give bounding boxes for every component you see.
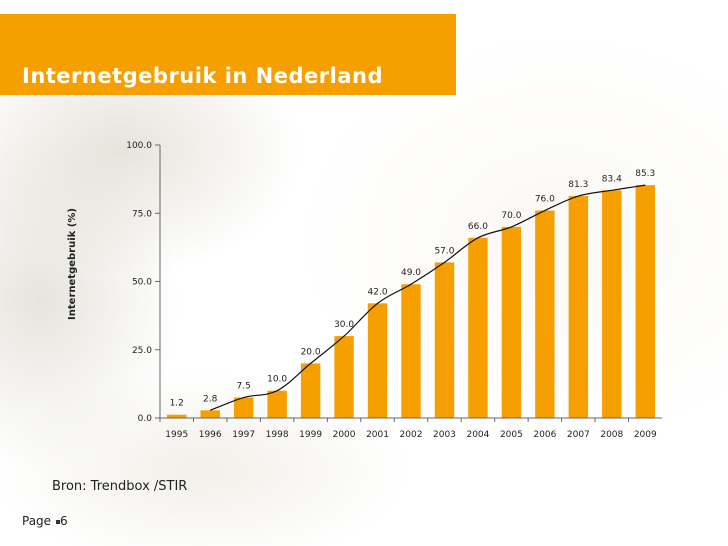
bars: [167, 185, 655, 418]
x-tick-label: 1995: [165, 430, 188, 440]
y-tick-label: 0.0: [138, 414, 153, 424]
x-tick-label: 2000: [333, 430, 356, 440]
bar: [468, 237, 488, 418]
data-label: 70.0: [501, 211, 521, 221]
data-labels: 1.2 2.8 7.5 10.0 20.0 30.0 42.0 49.0 57.0 66.0 70.…: [170, 169, 656, 409]
data-label: 85.3: [635, 169, 655, 179]
bar: [635, 185, 655, 418]
page-label: Page: [22, 514, 52, 528]
page-bullet: [56, 520, 60, 524]
data-label: 83.4: [602, 174, 622, 184]
bar: [568, 196, 589, 418]
data-label: 76.0: [535, 195, 555, 205]
x-tick-label: 1999: [299, 430, 322, 440]
bar: [200, 410, 220, 418]
x-tick-label: 2004: [466, 430, 489, 440]
bar: [233, 397, 254, 418]
data-label: 2.8: [203, 394, 218, 404]
x-tick-label: 2007: [567, 430, 590, 440]
y-tick-label: 50.0: [132, 278, 152, 288]
data-label: 1.2: [170, 399, 184, 409]
y-axis: 0.0 25.0 50.0 75.0 100.0: [126, 141, 161, 424]
title-banner-edge: [456, 14, 457, 95]
bar: [434, 262, 455, 418]
x-tick-label: 1997: [232, 430, 255, 440]
data-label: 81.3: [568, 180, 588, 190]
data-label: 20.0: [301, 347, 321, 357]
x-tick-label: 2002: [400, 430, 423, 440]
title-banner: [0, 14, 456, 95]
data-label: 10.0: [267, 375, 287, 385]
bar: [401, 284, 421, 418]
bar: [167, 414, 187, 418]
trend-line: [209, 184, 646, 411]
x-tick-label: 2005: [500, 430, 523, 440]
x-axis: 1995 1996 1997 1998 1999 2000 2001 2002 2003 2004…: [159, 417, 662, 440]
bar: [300, 363, 321, 418]
x-tick-label: 2008: [600, 430, 623, 440]
bar: [501, 226, 522, 418]
x-tick-label: 1996: [199, 430, 222, 440]
x-tick-label: 1998: [266, 430, 289, 440]
bar: [602, 190, 622, 418]
x-tick-label: 2003: [433, 430, 456, 440]
y-axis-label: Internetgebruik (%): [67, 208, 78, 320]
bar: [267, 390, 287, 418]
data-label: 66.0: [468, 222, 488, 232]
source-note: Bron: Trendbox /STIR: [52, 479, 188, 494]
data-label: 42.0: [368, 287, 388, 297]
data-label: 30.0: [334, 320, 354, 330]
x-tick-label: 2006: [533, 430, 556, 440]
bar: [535, 210, 555, 418]
data-label: 49.0: [401, 268, 421, 278]
page-number: 6: [60, 514, 68, 528]
x-tick-label: 2001: [366, 430, 389, 440]
slide-title: Internetgebruik in Nederland: [22, 64, 383, 88]
y-tick-label: 100.0: [126, 141, 152, 151]
data-label: 7.5: [237, 382, 251, 392]
x-tick-label: 2009: [634, 430, 657, 440]
y-tick-label: 25.0: [132, 346, 152, 356]
y-tick-label: 75.0: [132, 209, 152, 219]
trend-line-group: [209, 184, 646, 411]
bar: [367, 303, 388, 418]
data-label: 57.0: [434, 246, 454, 256]
bar: [334, 336, 354, 418]
